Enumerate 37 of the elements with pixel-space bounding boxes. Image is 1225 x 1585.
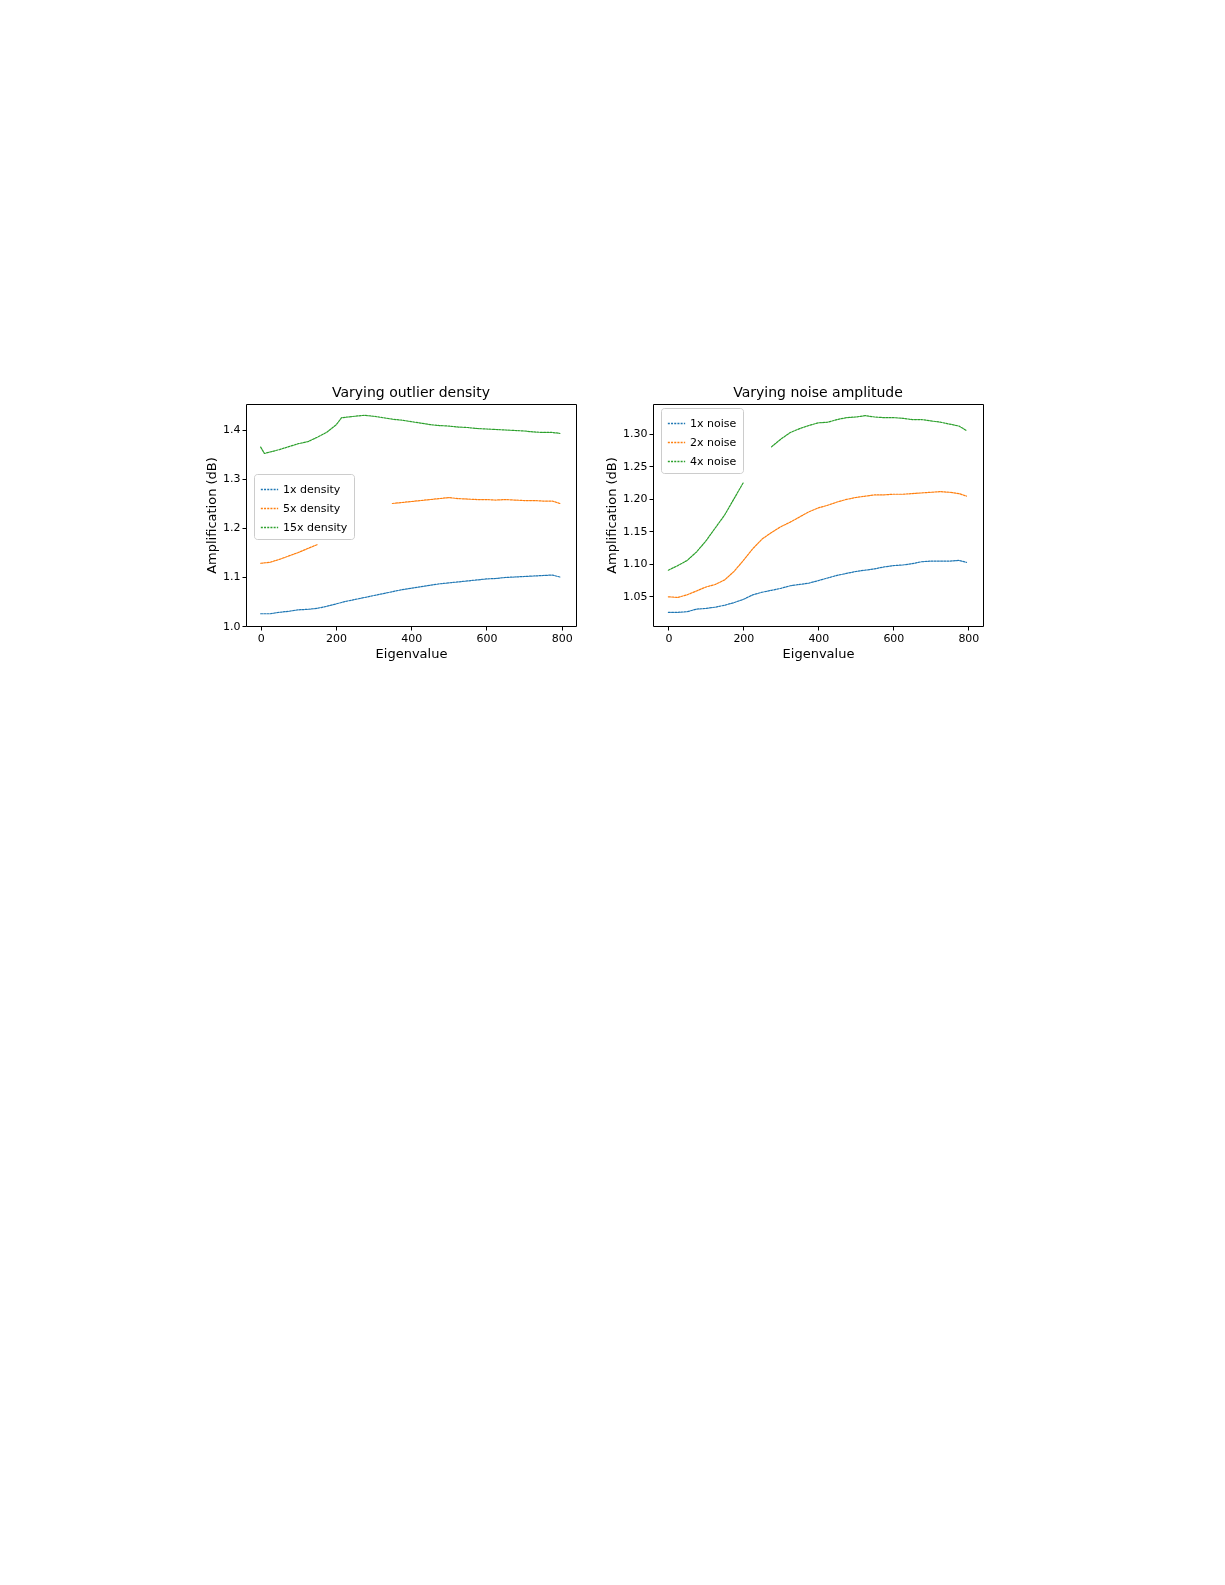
y-tick-label: 1.0 bbox=[223, 619, 241, 633]
x-tick-label: 200 bbox=[325, 631, 347, 645]
x-tick-label: 600 bbox=[883, 631, 905, 645]
y-tick-label: 1.05 bbox=[623, 589, 648, 603]
y-tick-label: 1.4 bbox=[223, 423, 241, 437]
y-axis-title: Amplification (dB) bbox=[204, 457, 220, 574]
legend-label: 5x density bbox=[283, 501, 341, 515]
x-axis-title: Eigenvalue bbox=[782, 645, 855, 661]
x-axis-title: Eigenvalue bbox=[375, 645, 448, 661]
y-tick-label: 1.20 bbox=[623, 492, 648, 506]
x-tick-label: 600 bbox=[476, 631, 498, 645]
line-series bbox=[260, 574, 561, 615]
legend-label: 1x density bbox=[283, 482, 341, 496]
line-series bbox=[667, 559, 968, 613]
line-series bbox=[260, 414, 561, 455]
x-tick-label: 800 bbox=[551, 631, 573, 645]
x-tick-label: 0 bbox=[257, 631, 265, 645]
legend-label: 1x noise bbox=[690, 416, 737, 430]
x-tick-label: 400 bbox=[808, 631, 830, 645]
chart-title: Varying outlier density bbox=[331, 384, 491, 400]
y-tick-label: 1.10 bbox=[623, 557, 648, 571]
y-tick-label: 1.30 bbox=[623, 427, 648, 441]
y-axis-title: Amplification (dB) bbox=[604, 457, 620, 574]
y-tick-label: 1.25 bbox=[623, 459, 648, 473]
legend-label: 15x density bbox=[283, 520, 348, 534]
y-tick-label: 1.15 bbox=[623, 524, 648, 538]
legend-label: 2x noise bbox=[690, 435, 737, 449]
x-tick-label: 800 bbox=[958, 631, 980, 645]
line-series bbox=[667, 491, 968, 599]
chart-title: Varying noise amplitude bbox=[733, 384, 903, 400]
x-tick-label: 200 bbox=[733, 631, 755, 645]
x-tick-label: 400 bbox=[401, 631, 423, 645]
y-tick-label: 1.1 bbox=[223, 570, 241, 584]
x-tick-label: 0 bbox=[665, 631, 673, 645]
legend-label: 4x noise bbox=[690, 454, 737, 468]
y-tick-label: 1.3 bbox=[223, 472, 241, 486]
y-tick-label: 1.2 bbox=[223, 521, 241, 535]
